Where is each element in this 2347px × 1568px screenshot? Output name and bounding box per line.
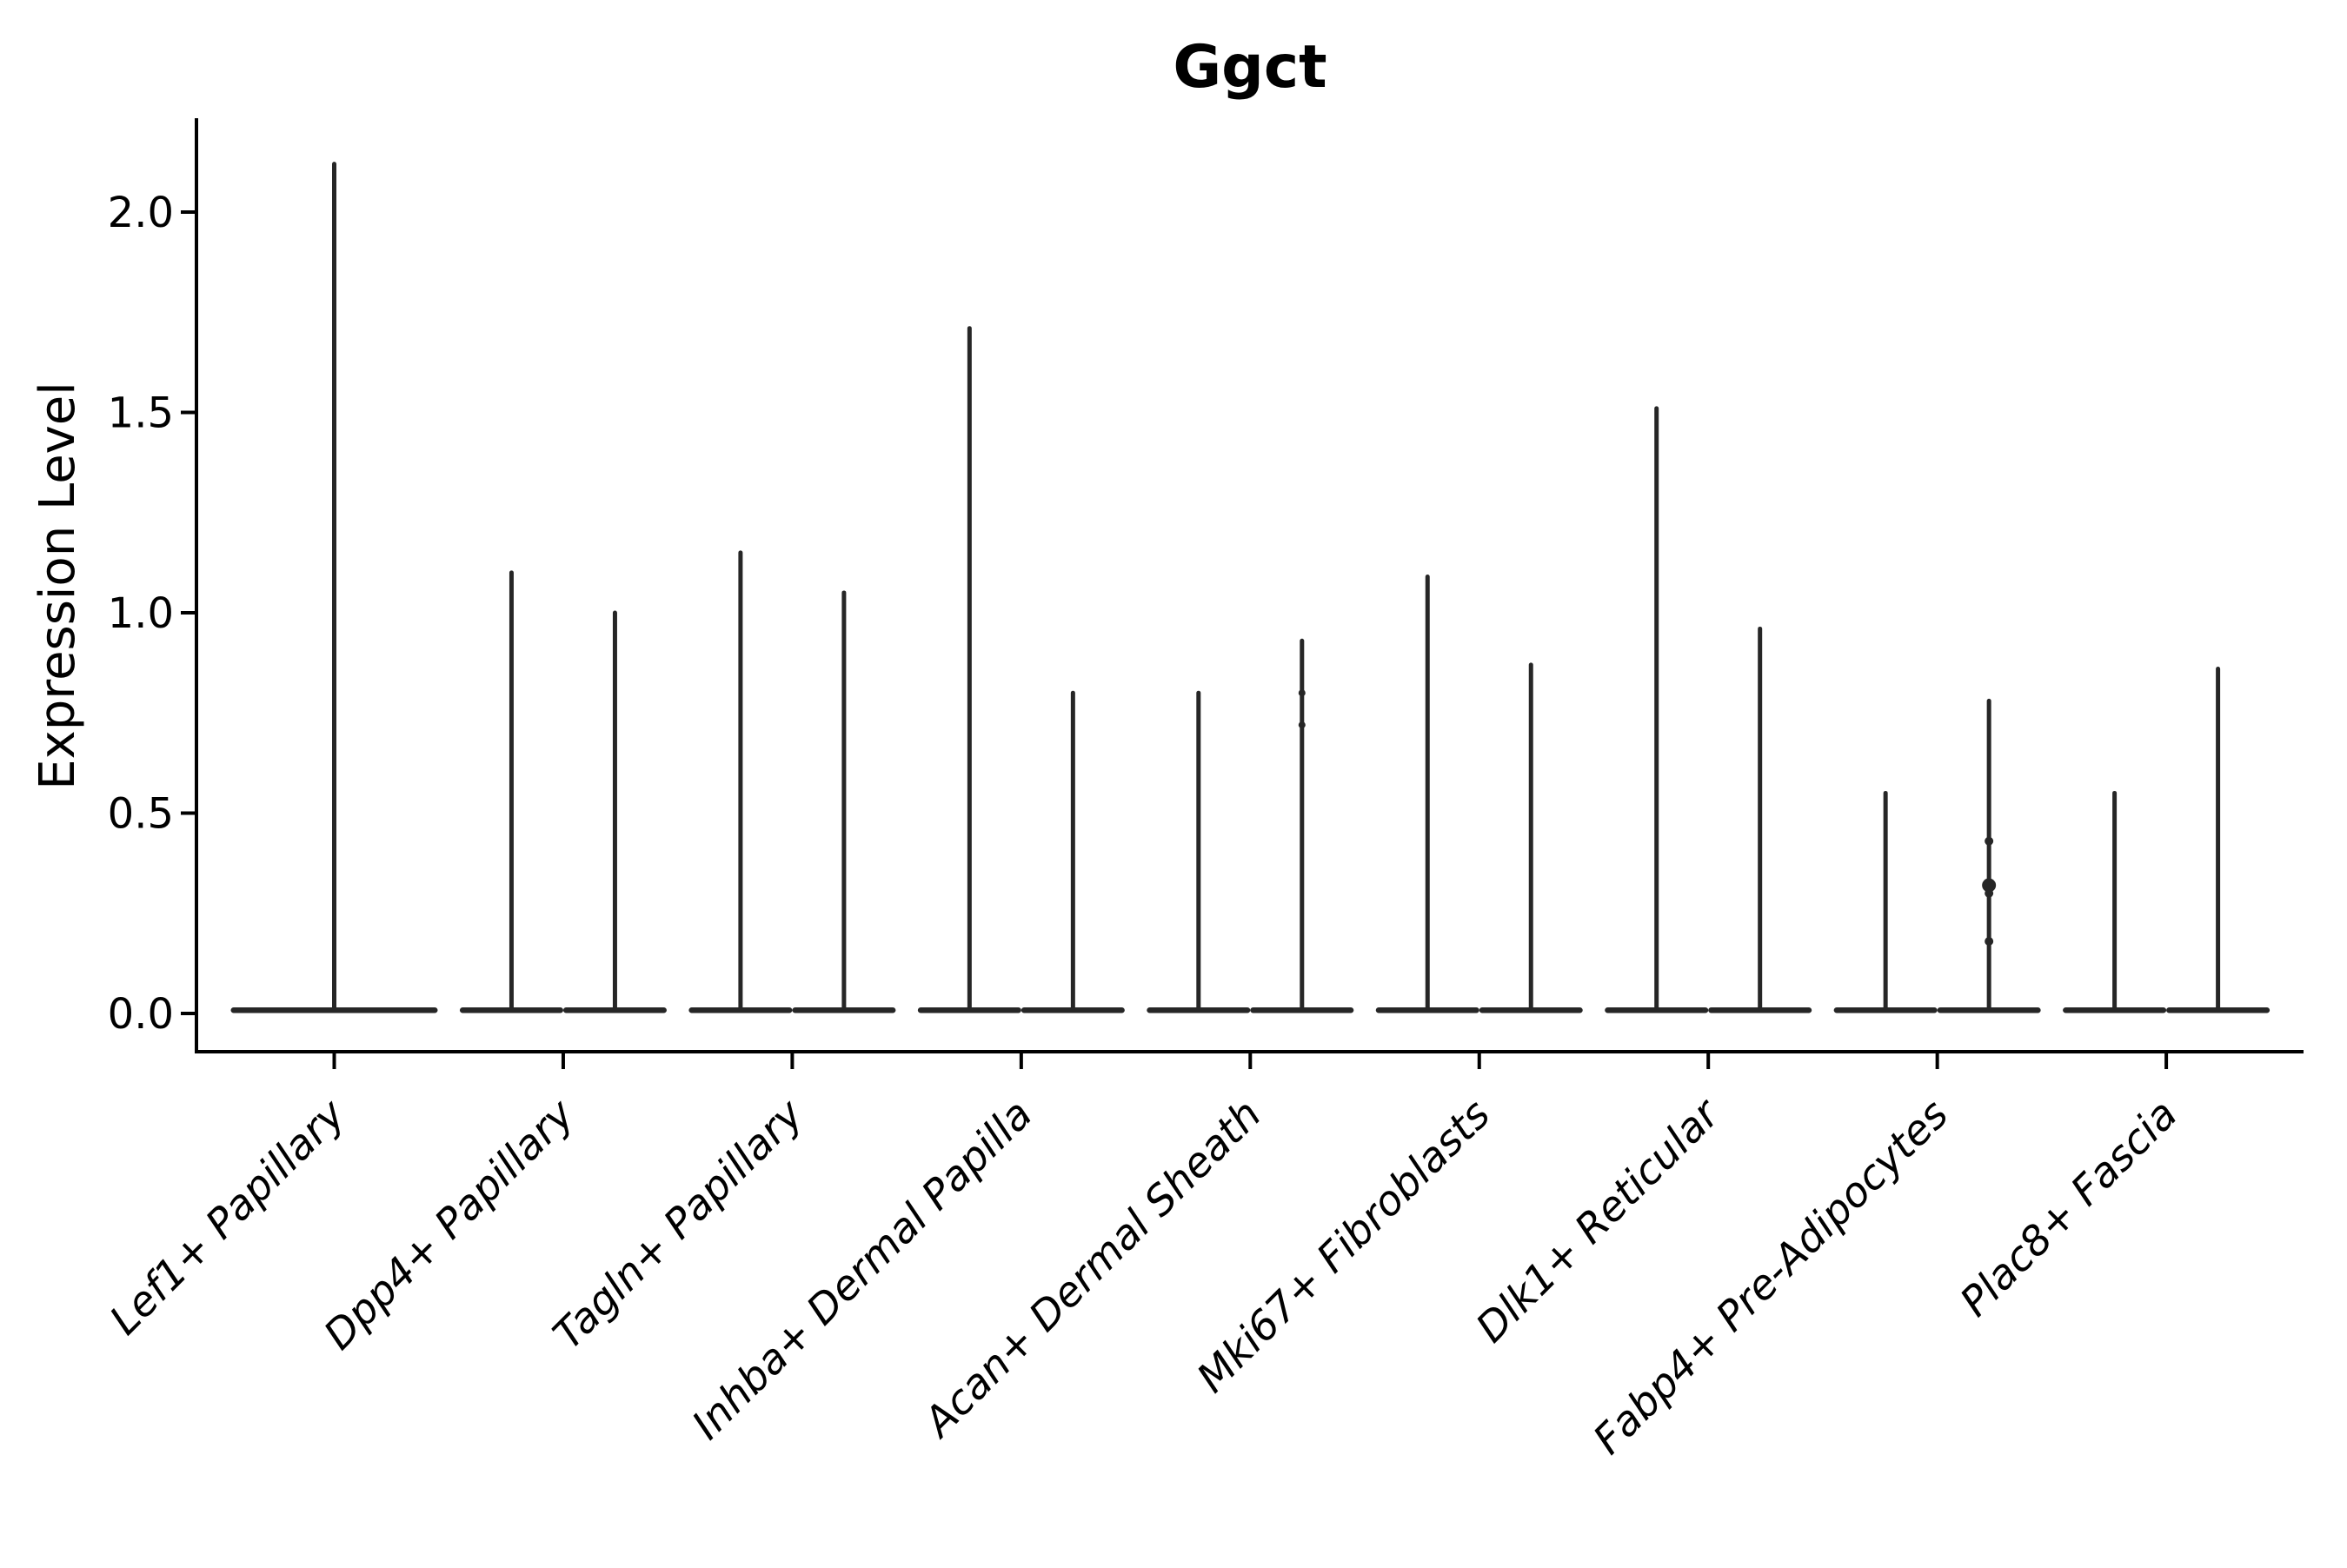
y-tick bbox=[181, 410, 195, 415]
y-tick-label: 1.5 bbox=[108, 389, 174, 438]
x-tick bbox=[2164, 1053, 2169, 1069]
x-tick bbox=[1248, 1053, 1253, 1069]
y-tick bbox=[181, 210, 195, 214]
y-tick-label: 0.0 bbox=[108, 990, 174, 1039]
jitter-point bbox=[1982, 878, 1997, 893]
chart-title: Ggct bbox=[1173, 33, 1326, 102]
jitter-point bbox=[1985, 836, 1994, 846]
y-tick-label: 0.5 bbox=[108, 790, 174, 839]
y-axis-label: Expression Level bbox=[30, 382, 86, 790]
jitter-point bbox=[1985, 888, 1994, 898]
jitter-point bbox=[1985, 937, 1994, 947]
x-axis-spine bbox=[195, 1050, 2304, 1053]
y-axis-spine bbox=[195, 118, 198, 1053]
jitter-point bbox=[1298, 721, 1306, 729]
jitter-point bbox=[1298, 689, 1306, 697]
x-tick bbox=[332, 1053, 336, 1069]
x-tick bbox=[1935, 1053, 1939, 1069]
x-tick bbox=[790, 1053, 795, 1069]
x-tick bbox=[561, 1053, 565, 1069]
y-tick bbox=[181, 1012, 195, 1015]
x-tick bbox=[1706, 1053, 1711, 1069]
y-tick bbox=[181, 611, 195, 615]
y-tick-label: 1.0 bbox=[108, 589, 174, 638]
x-tick bbox=[1019, 1053, 1023, 1069]
y-tick-label: 2.0 bbox=[108, 189, 174, 237]
y-tick bbox=[181, 811, 195, 815]
x-tick bbox=[1477, 1053, 1481, 1069]
